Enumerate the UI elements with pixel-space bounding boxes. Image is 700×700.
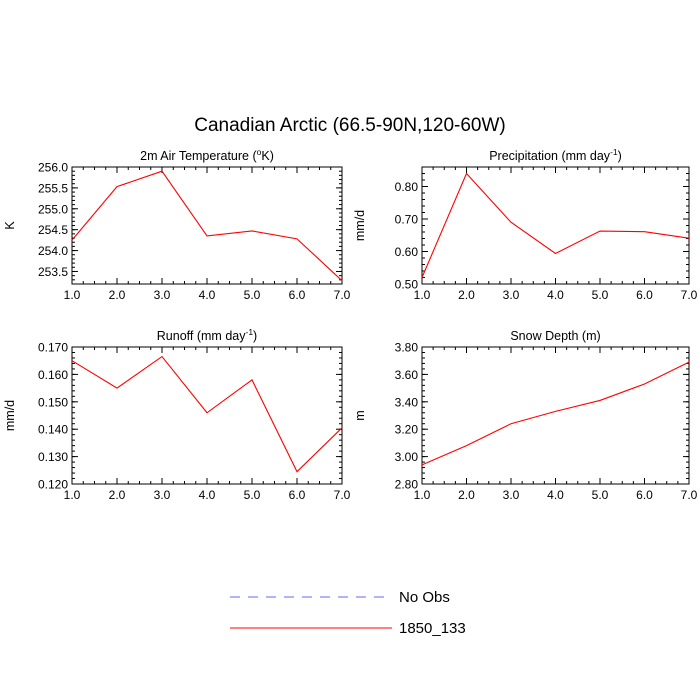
x-tick-label: 5.0	[592, 488, 609, 502]
y-tick-label: 0.130	[38, 450, 68, 464]
x-tick-label: 4.0	[199, 288, 216, 302]
chart-panel-2: Precipitation (mm day-1) mm/d 1.0 2.0 3.0 4.0…	[353, 147, 698, 302]
x-tick-label: 2.0	[109, 488, 126, 502]
x-tick-label: 4.0	[199, 488, 216, 502]
chart-panel-1: 2m Air Temperature (oK) K 1.0 2.0 3.0 4.0 5.0 6…	[3, 147, 351, 302]
series-line	[71, 170, 343, 282]
chart-panel-3: Runoff (mm day-1) mm/d 1.0 2.0 3.0 4.0 5.0 6.0 7…	[3, 327, 351, 502]
x-tick-label: 6.0	[636, 288, 653, 302]
x-tick-label: 5.0	[244, 288, 261, 302]
panel-title: Precipitation (mm day-1)	[489, 147, 622, 163]
y-tick-label: 0.150	[38, 395, 68, 409]
x-tick-label: 3.0	[503, 288, 520, 302]
y-tick-label: 0.80	[395, 180, 419, 194]
x-tick-label: 1.0	[414, 488, 431, 502]
y-tick-label: 255.0	[38, 202, 68, 216]
plot-frame	[71, 166, 343, 285]
y-tick-label: 0.140	[38, 423, 68, 437]
x-tick-label: 7.0	[334, 288, 351, 302]
y-tick-label: 254.0	[38, 244, 68, 258]
x-tick-label: 7.0	[681, 288, 698, 302]
x-tick-label: 1.0	[64, 288, 81, 302]
y-tick-label: 3.60	[395, 368, 419, 382]
chart-panel-4: Snow Depth (m) m 1.0 2.0 3.0 4.0 5.0 6.0 7.0 2.80…	[353, 329, 698, 502]
figure-title: Canadian Arctic (66.5-90N,120-60W)	[194, 115, 506, 136]
legend-label-2: 1850_133	[399, 620, 466, 637]
y-tick-label: 0.170	[38, 341, 68, 355]
series-line	[71, 355, 343, 473]
x-tick-label: 1.0	[414, 288, 431, 302]
y-tick-label: 3.20	[395, 423, 419, 437]
y-tick-label: 256.0	[38, 161, 68, 175]
plot-frame	[71, 346, 343, 485]
y-tick-label: 0.120	[38, 478, 68, 492]
x-tick-label: 7.0	[681, 488, 698, 502]
x-tick-label: 6.0	[289, 288, 306, 302]
chart-panels: 2m Air Temperature (oK) K 1.0 2.0 3.0 4.0 5.0 6…	[3, 147, 698, 502]
y-tick-label: 254.5	[38, 223, 68, 237]
x-tick-label: 4.0	[547, 488, 564, 502]
y-tick-label: 255.5	[38, 181, 68, 195]
y-tick-label: 0.160	[38, 368, 68, 382]
panel-title: Runoff (mm day-1)	[157, 327, 257, 343]
y-tick-label: 3.40	[395, 395, 419, 409]
x-tick-label: 3.0	[154, 288, 171, 302]
x-tick-label: 6.0	[289, 488, 306, 502]
y-tick-label: 253.5	[38, 265, 68, 279]
x-tick-label: 6.0	[636, 488, 653, 502]
y-tick-label: 2.80	[395, 478, 419, 492]
x-tick-label: 3.0	[154, 488, 171, 502]
panel-title: Snow Depth (m)	[510, 329, 600, 343]
x-tick-label: 1.0	[64, 488, 81, 502]
series-line	[421, 172, 690, 278]
x-tick-label: 5.0	[244, 488, 261, 502]
x-tick-label: 3.0	[503, 488, 520, 502]
y-tick-label: 0.50	[395, 278, 419, 292]
plot-frame	[421, 346, 690, 485]
x-tick-label: 5.0	[592, 288, 609, 302]
y-tick-label: 0.70	[395, 213, 419, 227]
series-line	[421, 361, 690, 466]
legend-label-1: No Obs	[399, 589, 450, 606]
y-axis-label: m	[353, 410, 367, 420]
y-axis-label: mm/d	[353, 210, 367, 241]
x-tick-label: 4.0	[547, 288, 564, 302]
x-tick-label: 2.0	[458, 288, 475, 302]
legend: No Obs 1850_133	[230, 589, 466, 637]
x-tick-label: 2.0	[458, 488, 475, 502]
y-tick-label: 3.00	[395, 450, 419, 464]
x-tick-label: 2.0	[109, 288, 126, 302]
x-tick-label: 7.0	[334, 488, 351, 502]
y-axis-label: K	[3, 221, 17, 230]
y-tick-label: 3.80	[395, 341, 419, 355]
y-axis-label: mm/d	[3, 400, 17, 431]
panel-title: 2m Air Temperature (oK)	[140, 147, 274, 163]
y-tick-label: 0.60	[395, 245, 419, 259]
